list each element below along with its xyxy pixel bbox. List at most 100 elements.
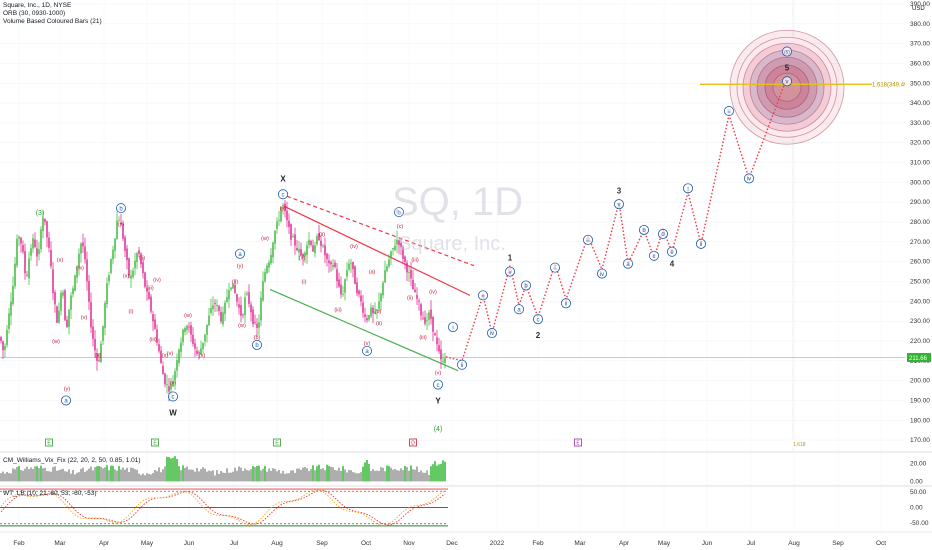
candle-body — [292, 236, 294, 237]
wave-label: c — [537, 317, 540, 323]
vix-bar — [264, 465, 266, 482]
time-tick-label: Apr — [99, 540, 110, 547]
wave-label: 5 — [785, 63, 790, 72]
candle-body — [154, 319, 156, 330]
wave-label: 1 — [508, 254, 513, 263]
indicator-volume-bars[interactable]: Volume Based Coloured Bars (21) — [3, 18, 102, 25]
vix-bar — [260, 470, 262, 482]
wave-label: (v) — [167, 351, 174, 357]
vix-bar — [84, 471, 86, 482]
vix-bar — [16, 467, 18, 482]
candle-body — [6, 329, 8, 346]
wavetrend-title[interactable]: WT_LB (10, 21, 60, 53, -60, -53) — [3, 490, 97, 497]
vix-bar — [220, 471, 222, 482]
candle-body — [122, 223, 124, 239]
candle-body — [178, 349, 180, 364]
symbol-title[interactable]: Square, Inc., 1D, NYSE — [3, 2, 72, 9]
wave-label: (i) — [302, 279, 307, 285]
time-tick-label: Jun — [702, 540, 713, 547]
vix-bar — [366, 459, 368, 482]
vix-bar — [250, 469, 252, 482]
candle-body — [228, 290, 230, 300]
wave-label: (c) — [397, 224, 404, 230]
vix-bar — [14, 469, 16, 482]
wave-label: (5) — [784, 50, 790, 55]
vix-tick-label: 20.00 — [910, 461, 927, 468]
wave-label: (ii) — [407, 295, 413, 301]
vix-bar — [420, 470, 422, 482]
candle-body — [288, 220, 290, 227]
candle-body — [222, 312, 224, 325]
wave-label: (ii) — [376, 321, 382, 327]
vix-bar — [296, 468, 298, 482]
candle-body — [252, 309, 254, 325]
vix-bar — [76, 472, 78, 482]
candle-body — [268, 262, 270, 268]
price-tick-label: 300.00 — [910, 179, 930, 186]
vix-bar — [30, 467, 32, 482]
candle-body — [162, 365, 164, 375]
candle-body — [124, 237, 126, 251]
wave-label: (iii) — [149, 337, 156, 343]
candle-body — [130, 275, 132, 279]
vix-bar — [320, 469, 322, 482]
wave-label: a — [517, 307, 521, 313]
candle-body — [402, 247, 404, 259]
wave-label: (iv) — [153, 278, 161, 284]
vix-bar — [342, 466, 344, 482]
wave-circle — [486, 328, 497, 339]
vix-bar — [440, 463, 442, 482]
candle-body — [324, 245, 326, 256]
projected-wave-path — [445, 77, 788, 362]
candle-body — [166, 384, 168, 386]
candle-body — [190, 325, 192, 335]
vix-bar — [12, 468, 14, 482]
candle-body — [334, 262, 336, 268]
candle-body — [262, 281, 264, 301]
wave-label: (iii) — [419, 335, 426, 341]
candle-body — [48, 237, 50, 248]
vix-bar — [198, 471, 200, 482]
vix-bar — [262, 468, 264, 482]
candle-body — [318, 233, 320, 241]
candle-body — [354, 266, 356, 285]
wave-label: (w) — [76, 266, 84, 272]
candle-body — [20, 237, 22, 244]
candle-body — [264, 272, 266, 282]
price-tick-label: 260.00 — [910, 259, 930, 266]
vix-bar — [294, 472, 296, 482]
vix-bar — [104, 467, 106, 482]
candle-body — [340, 284, 342, 295]
vix-bar — [272, 468, 274, 482]
candle-body — [200, 348, 202, 355]
candle-body — [374, 311, 376, 314]
candle-body — [158, 344, 160, 352]
vix-bar — [408, 470, 410, 482]
candle-body — [204, 334, 206, 342]
vix-bar — [142, 473, 144, 482]
wave-label: e — [670, 250, 674, 256]
vix-bar — [54, 466, 56, 482]
time-tick-label: Aug — [271, 540, 283, 547]
vix-bar — [246, 470, 248, 482]
vix-fix-title[interactable]: CM_Williams_Vix_Fix (22, 20, 2, 50, 0.85… — [3, 457, 141, 464]
vix-bar — [48, 471, 50, 482]
candle-body — [84, 246, 86, 260]
indicator-orb[interactable]: ORB (30, 0930-1000) — [3, 10, 66, 17]
candle-body — [356, 282, 358, 294]
wave-circle — [447, 322, 458, 333]
candle-body — [392, 247, 394, 250]
vix-bar — [434, 461, 436, 482]
vix-tick-label: 0.00 — [910, 478, 923, 485]
vix-bar — [8, 473, 10, 482]
vix-bar — [148, 473, 150, 482]
candle-body — [180, 342, 182, 353]
last-price-tag — [907, 353, 931, 363]
candle-body — [62, 292, 64, 296]
candle-body — [438, 345, 440, 352]
vix-bar — [290, 470, 292, 482]
candle-body — [144, 272, 146, 287]
wave-label: (y) — [64, 387, 71, 393]
wave-label: (iii) — [334, 307, 341, 313]
vix-bar — [324, 470, 326, 482]
